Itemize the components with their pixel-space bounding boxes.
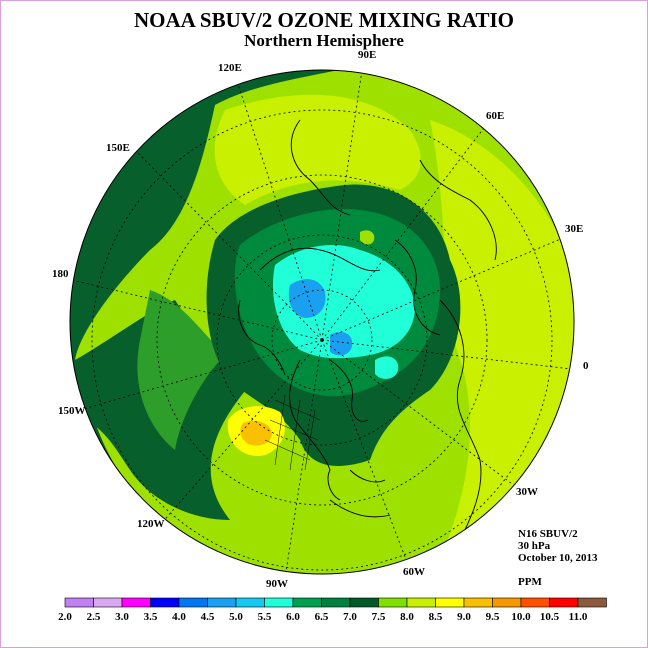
lon-label-120e: 120E	[218, 62, 242, 74]
lon-label-30w: 30W	[516, 486, 538, 498]
colorbar-label: 4.5	[201, 611, 215, 623]
colorbar-swatch	[207, 597, 237, 608]
lon-label-150w: 150W	[58, 405, 86, 417]
field-light-north	[214, 94, 421, 205]
lon-label-0: 0	[583, 360, 589, 372]
colorbar-swatch	[321, 597, 351, 608]
lon-label-60e: 60E	[486, 110, 505, 122]
field-mid-west	[137, 290, 225, 450]
map-title: NOAA SBUV/2 OZONE MIXING RATIO	[134, 8, 514, 32]
lon-label-120w: 120W	[137, 518, 165, 530]
colorbar-label: 5.0	[229, 611, 243, 623]
map-subtitle: Northern Hemisphere	[244, 31, 404, 50]
lon-label-60w: 60W	[403, 566, 425, 578]
colorbar-swatch	[549, 597, 579, 608]
lon-label-180: 180	[52, 268, 69, 280]
colorbar-swatch	[121, 597, 151, 608]
field-cyan-core	[272, 245, 415, 359]
info-date: October 10, 2013	[518, 552, 598, 564]
colorbar-label: 2.0	[58, 611, 72, 623]
lon-label-90w: 90W	[266, 578, 288, 590]
colorbar-swatch	[492, 597, 522, 608]
info-units: PPM	[518, 576, 542, 588]
colorbar-label: 3.5	[144, 611, 158, 623]
colorbar-label: 7.5	[372, 611, 386, 623]
colorbar-swatch	[93, 597, 123, 608]
coastlines	[238, 119, 497, 541]
field-dark-west	[70, 70, 380, 520]
lon-label-30e: 30E	[565, 223, 584, 235]
colorbar-swatch	[378, 597, 408, 608]
colorbar-label: 11.0	[569, 611, 588, 623]
info-instrument: N16 SBUV/2	[518, 528, 578, 540]
field-blue-min-2	[330, 332, 353, 356]
field-cyan-lobe	[375, 356, 399, 379]
colorbar-label: 2.5	[87, 611, 101, 623]
colorbar-swatch	[463, 597, 493, 608]
state-boundaries	[264, 394, 321, 471]
colorbar-label: 8.0	[400, 611, 414, 623]
colorbar-swatch	[292, 597, 322, 608]
colorbar-swatch	[178, 597, 208, 608]
colorbar-swatch	[235, 597, 265, 608]
colorbar-label: 10.0	[511, 611, 531, 623]
colorbar-swatch	[264, 597, 294, 608]
colorbar-label: 5.5	[258, 611, 272, 623]
colorbar-label: 7.0	[343, 611, 357, 623]
field-orange-max	[240, 420, 272, 446]
field-south	[260, 400, 420, 574]
colorbar-swatch	[406, 597, 436, 608]
colorbar-label: 4.0	[172, 611, 186, 623]
colorbar-label: 8.5	[429, 611, 443, 623]
ozone-field	[70, 70, 574, 574]
colorbar-swatch	[349, 597, 379, 608]
colorbar-label: 6.5	[315, 611, 329, 623]
colorbar-swatch	[64, 597, 94, 608]
colorbar-swatch	[577, 597, 607, 608]
colorbar-label: 3.0	[115, 611, 129, 623]
colorbar-label: 10.5	[540, 611, 560, 623]
map-boundary	[69, 69, 575, 575]
colorbar: 2.0 2.5 3.0 3.5 4.0 4.5 5.0 5.5 6.0 6.5 7.0 7.5 8.0 8…	[58, 597, 607, 623]
colorbar-label: 6.0	[286, 611, 300, 623]
field-small-island	[360, 230, 375, 245]
colorbar-swatch	[150, 597, 180, 608]
lon-label-90e: 90E	[358, 49, 377, 61]
lon-label-150e: 150E	[106, 142, 130, 154]
info-level: 30 hPa	[518, 540, 551, 552]
colorbar-label: 9.5	[486, 611, 500, 623]
graticule	[71, 70, 574, 574]
colorbar-swatch	[520, 597, 550, 608]
colorbar-label: 9.0	[457, 611, 471, 623]
field-blue-min-1	[288, 279, 326, 318]
colorbar-swatch	[435, 597, 465, 608]
